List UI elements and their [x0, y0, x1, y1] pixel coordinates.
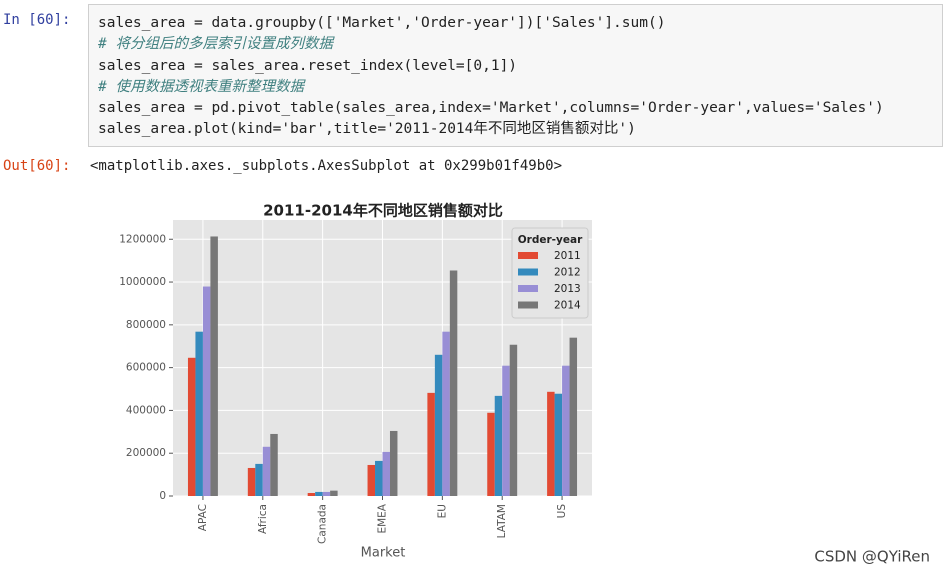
x-tick-label: Africa	[257, 504, 269, 534]
bar	[562, 365, 570, 496]
legend-swatch	[518, 301, 538, 309]
y-tick-label: 1000000	[119, 276, 166, 288]
code-cell[interactable]: sales_area = data.groupby(['Market','Ord…	[88, 4, 943, 147]
bar	[255, 463, 263, 496]
bar	[307, 493, 316, 496]
x-tick-label: APAC	[197, 504, 209, 531]
code-line: sales_area = pd.pivot_table(sales_area,i…	[98, 100, 884, 117]
x-tick-label: US	[556, 504, 568, 519]
x-tick-label: EU	[436, 504, 448, 518]
legend-swatch	[518, 252, 538, 259]
out-prompt: Out[60]:	[3, 158, 71, 174]
y-tick-label: 800000	[126, 319, 166, 331]
bar	[315, 491, 323, 496]
x-tick-label: LATAM	[496, 504, 508, 538]
legend-label: 2011	[554, 250, 581, 262]
code-comment: # 将分组后的多层索引设置成列数据	[98, 36, 333, 53]
bar	[509, 344, 518, 496]
legend-title: Order-year	[518, 234, 583, 246]
x-tick-label: EMEA	[377, 503, 389, 533]
bar	[322, 491, 331, 496]
x-tick-label: Canada	[317, 504, 329, 544]
bar	[434, 354, 443, 496]
chart-title: 2011-2014年不同地区销售额对比	[263, 202, 503, 220]
legend-label: 2014	[554, 300, 581, 312]
y-tick-label: 0	[159, 490, 166, 502]
bar	[442, 331, 450, 496]
legend-label: 2012	[554, 267, 581, 279]
bar	[202, 286, 211, 496]
bar	[389, 430, 398, 496]
legend-swatch	[518, 285, 538, 292]
y-tick-label: 400000	[126, 404, 166, 416]
bar	[330, 490, 338, 496]
bar	[375, 460, 383, 496]
bar	[427, 392, 435, 496]
bar	[270, 433, 278, 496]
bar	[382, 451, 390, 496]
bar	[554, 393, 563, 496]
bar	[494, 395, 503, 496]
y-tick-label: 600000	[126, 362, 166, 374]
code-line: sales_area = sales_area.reset_index(leve…	[98, 57, 518, 74]
bar	[449, 270, 458, 496]
code-comment: # 使用数据透视表重新整理数据	[98, 78, 304, 95]
bar	[569, 337, 578, 496]
watermark: CSDN @QYiRen	[814, 548, 930, 566]
output-text: <matplotlib.axes._subplots.AxesSubplot a…	[90, 158, 563, 174]
bar	[187, 357, 196, 496]
bar	[262, 446, 271, 496]
bar	[502, 365, 510, 496]
legend-label: 2013	[554, 283, 581, 295]
bar	[547, 391, 555, 496]
code-line: sales_area.plot(kind='bar',title='2011-2…	[98, 121, 636, 138]
bar	[210, 236, 218, 496]
code-line: sales_area = data.groupby(['Market','Ord…	[98, 15, 666, 31]
legend-box	[511, 227, 589, 319]
legend-swatch	[518, 268, 538, 276]
y-tick-label: 200000	[126, 447, 166, 459]
in-prompt: In [60]:	[3, 12, 71, 28]
x-axis-label: Market	[361, 546, 406, 561]
bar	[195, 331, 203, 496]
bar	[247, 467, 256, 496]
bar	[367, 464, 376, 496]
y-tick-label: 1200000	[119, 233, 166, 245]
bar	[487, 412, 495, 496]
